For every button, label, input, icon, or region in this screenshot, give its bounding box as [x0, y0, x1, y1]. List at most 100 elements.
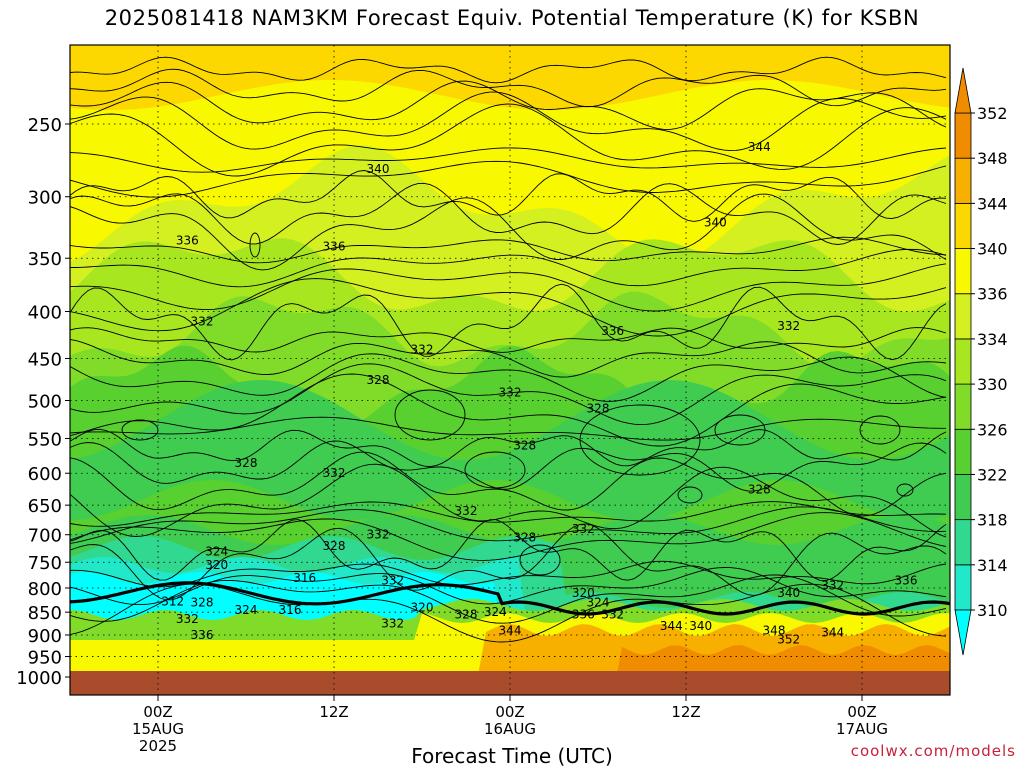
- frontal-zone-line: [70, 581, 950, 616]
- contour-label: 324: [587, 596, 610, 610]
- x-axis-label: Forecast Time (UTC): [411, 744, 613, 768]
- contour-line: [70, 170, 947, 222]
- contour-loop: [714, 414, 766, 446]
- contour-line: [70, 440, 947, 492]
- contour-line: [70, 56, 947, 84]
- contour-label: 336: [176, 234, 199, 248]
- grid-lines: [70, 45, 950, 695]
- contour-label: 328: [513, 531, 536, 545]
- contour-loop: [579, 404, 701, 476]
- x-tick-label: 2025: [139, 737, 177, 755]
- colorbar: 310 314 318 322 326 330 334 336 340 344 348 352: [954, 67, 1008, 656]
- contour-label: 336: [895, 573, 918, 587]
- contour-line: [70, 519, 947, 582]
- contour-line: [70, 80, 947, 130]
- contour-label: 332: [499, 385, 522, 399]
- contour-line: [70, 353, 947, 402]
- contour-label: 332: [381, 617, 404, 631]
- contour-label: 324: [205, 544, 228, 558]
- contour-line: [70, 147, 947, 173]
- colorbar-top-arrow: [954, 67, 972, 114]
- contour-label: 332: [176, 612, 199, 626]
- contour-label: 340: [689, 619, 712, 633]
- y-tick-label: 600: [28, 464, 62, 485]
- contour-line: [70, 182, 947, 245]
- contour-loop: [464, 451, 526, 489]
- colorbar-segment: [954, 293, 972, 340]
- colorbar-label: 318: [977, 511, 1008, 530]
- y-tick-label: 400: [28, 302, 62, 323]
- contour-line: [70, 339, 947, 378]
- y-tick-label: 700: [28, 526, 62, 547]
- contour-label: 320: [411, 600, 434, 614]
- contour-loop: [677, 486, 703, 504]
- credit-text: coolwx.com/models: [850, 742, 1016, 760]
- x-tick-label: 00Z: [143, 703, 172, 721]
- contour-label: 316: [293, 571, 316, 585]
- colorbar-label: 322: [977, 465, 1008, 484]
- y-tick-label: 1000: [16, 668, 62, 689]
- colorbar-label: 340: [977, 240, 1008, 259]
- colorbar-label: 352: [977, 104, 1008, 123]
- contour-label: 328: [191, 596, 214, 610]
- contour-label: 332: [821, 578, 844, 592]
- x-tick-label: 00Z: [495, 703, 524, 721]
- contour-label: 328: [235, 456, 258, 470]
- contour-line: [70, 451, 947, 517]
- contour-line: [70, 363, 947, 426]
- contour-line: [70, 193, 947, 271]
- contour-label: 324: [484, 605, 507, 619]
- contour-label: 332: [381, 573, 404, 587]
- y-tick-label: 750: [28, 553, 62, 574]
- contour-label: 340: [704, 215, 727, 229]
- colorbar-segment: [954, 519, 972, 566]
- contour-label: 332: [601, 608, 624, 622]
- contour-labels: 340 344 336 336 340 332 336 332 332 328 332 328 328 3…: [161, 140, 917, 646]
- contour-label: 332: [777, 319, 800, 333]
- y-tick-label: 450: [28, 349, 62, 370]
- contour-line: [70, 160, 947, 198]
- x-tick-label: 00Z: [847, 703, 876, 721]
- contour-label: 336: [323, 240, 346, 254]
- y-tick-label: 500: [28, 392, 62, 413]
- y-tick-label: 950: [28, 648, 62, 669]
- colorbar-label: 330: [977, 375, 1008, 394]
- contour-loop: [859, 415, 901, 445]
- contour-line: [70, 512, 947, 561]
- contour-line: [70, 416, 946, 441]
- colorbar-bottom-arrow: [954, 609, 972, 656]
- contour-line: [70, 373, 947, 447]
- contour-line: [70, 91, 947, 152]
- contour-line: [70, 263, 947, 312]
- contour-lines: [70, 56, 950, 643]
- contour-label: 336: [572, 608, 595, 622]
- colorbar-segment: [954, 428, 972, 475]
- contour-label: 336: [191, 628, 214, 642]
- colorbar-segment: [954, 112, 972, 159]
- contour-label: 332: [191, 314, 214, 328]
- x-tick-label: 12Z: [671, 703, 700, 721]
- contour-label: 340: [777, 586, 800, 600]
- contour-label: 328: [367, 373, 390, 387]
- colorbar-label: 310: [977, 601, 1008, 620]
- contour-label: 336: [601, 324, 624, 338]
- contour-line: [70, 523, 947, 601]
- contour-label: 332: [367, 528, 390, 542]
- contour-line: [70, 327, 947, 353]
- contour-label: 328: [513, 439, 536, 453]
- contour-line: [70, 560, 947, 588]
- contour-line: [70, 248, 947, 288]
- contour-line: [70, 236, 947, 264]
- y-tick-label: 650: [28, 496, 62, 517]
- colorbar-segment: [954, 474, 972, 521]
- y-tick-label: 900: [28, 626, 62, 647]
- colorbar-label: 334: [977, 330, 1008, 349]
- contour-loop: [249, 232, 261, 258]
- contour-label: 324: [235, 603, 258, 617]
- colorbar-label: 326: [977, 420, 1008, 439]
- x-tick-label: 12Z: [319, 703, 348, 721]
- contour-line: [70, 428, 947, 468]
- colorbar-segment: [954, 202, 972, 249]
- x-tick-label: 17AUG: [836, 720, 888, 738]
